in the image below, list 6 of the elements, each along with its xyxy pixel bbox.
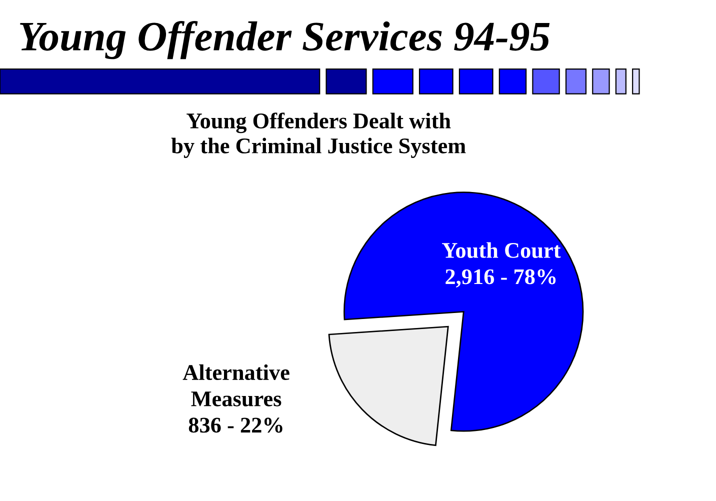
data-label: 836 - 22% xyxy=(188,418,282,433)
data-label: 2,916 - 78% xyxy=(446,269,556,288)
slice-label: Youth Court xyxy=(442,242,561,258)
slice-label: Alternative Measures xyxy=(182,364,290,406)
chart-title: Young Offender Services 94-95 xyxy=(20,20,550,60)
chart-subtitle: Young Offenders Dealt with by the Criminal Justice System xyxy=(171,112,466,158)
